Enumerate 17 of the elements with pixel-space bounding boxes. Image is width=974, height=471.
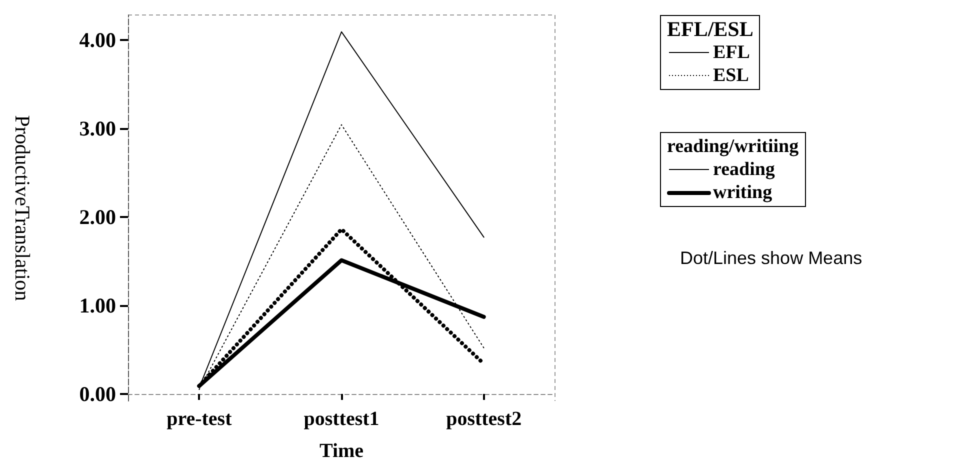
text: reading/writiing (667, 135, 799, 158)
x-tick-label: posttest1 (304, 408, 380, 430)
text: ESL (712, 64, 750, 87)
text: EFL/ESL (667, 17, 754, 41)
y-tick-label: 3.00 (79, 116, 116, 140)
y-tick-label: 0.00 (79, 382, 116, 406)
x-tick-label: pre-test (166, 408, 232, 430)
text: writing (712, 181, 774, 204)
x-tick-label: posttest2 (446, 408, 522, 430)
text: Dot/Lines show Means (680, 248, 862, 269)
y-tick-label: 4.00 (79, 28, 116, 52)
y-tick-label: 1.00 (79, 293, 116, 318)
y-axis-title: ProductiveTranslation (10, 115, 34, 302)
y-tick-label: 2.00 (79, 204, 116, 229)
text: reading (712, 158, 776, 181)
text: EFL (712, 41, 751, 64)
x-axis-title: Time (319, 440, 364, 462)
